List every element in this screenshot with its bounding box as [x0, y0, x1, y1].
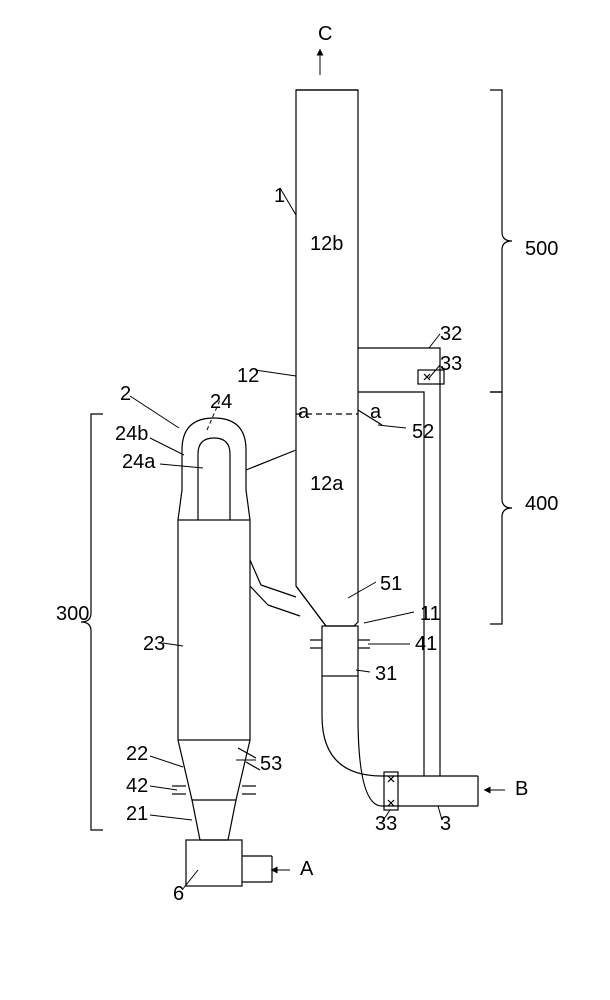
left-tower	[172, 418, 272, 886]
label-a_right: a	[370, 401, 382, 423]
label-L24b: 24b	[115, 423, 148, 445]
label-L12b: 12b	[310, 233, 343, 255]
label-L24: 24	[210, 391, 232, 413]
label-L41: 41	[415, 633, 437, 655]
label-B: B	[515, 778, 528, 800]
leader-ld33t	[429, 365, 440, 378]
labels: C112b500323312224aa5224b24a12a4003005111…	[56, 23, 558, 905]
label-A: A	[300, 858, 314, 880]
label-L6: 6	[173, 883, 184, 905]
label-L400: 400	[525, 493, 558, 515]
leader-ld_51	[348, 582, 376, 598]
diagram-canvas: C112b500323312224aa5224b24a12a4003005111…	[0, 0, 610, 1000]
label-L24a: 24a	[122, 451, 156, 473]
label-L42: 42	[126, 775, 148, 797]
label-L21: 21	[126, 803, 148, 825]
leader-ld_23	[163, 643, 183, 646]
leader-ld_6	[182, 870, 198, 890]
label-L32: 32	[440, 323, 462, 345]
label-L33_top: 33	[440, 353, 462, 375]
label-L300: 300	[56, 603, 89, 625]
label-L11: 11	[420, 603, 441, 625]
leader-ld_11	[364, 612, 414, 623]
label-L23: 23	[143, 633, 165, 655]
leader-ld_21	[150, 815, 192, 820]
branch-51	[261, 585, 300, 616]
leader-lines	[130, 50, 505, 890]
label-L51: 51	[380, 573, 402, 595]
leader-ld_12	[255, 370, 296, 376]
label-L33_bot: 33	[375, 813, 397, 835]
label-a_left: a	[298, 401, 310, 423]
lower-hopper-and-elbow	[310, 626, 478, 810]
label-L22: 22	[126, 743, 148, 765]
leader-ld_52	[378, 425, 406, 428]
label-L1: 1	[274, 185, 285, 207]
label-L12a: 12a	[310, 473, 344, 495]
label-L500: 500	[525, 238, 558, 260]
label-L3: 3	[440, 813, 451, 835]
leader-ld_22	[150, 756, 183, 767]
label-C: C	[318, 23, 332, 45]
main-riser	[296, 90, 358, 626]
label-L31: 31	[375, 663, 397, 685]
label-L52: 52	[412, 421, 434, 443]
label-L53: 53	[260, 753, 282, 775]
label-L2: 2	[120, 383, 131, 405]
leader-ld32	[429, 334, 440, 348]
crossover-duct	[246, 450, 296, 605]
label-L12: 12	[237, 365, 259, 387]
